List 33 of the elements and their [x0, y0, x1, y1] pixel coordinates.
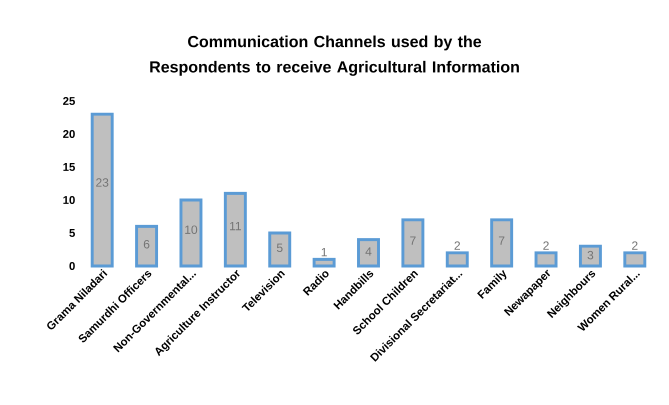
bar: [90, 112, 114, 268]
bar: [135, 224, 158, 268]
data-label: 2: [454, 241, 460, 250]
bar: [224, 192, 247, 268]
bar: [446, 251, 469, 268]
data-label: 7: [498, 236, 504, 245]
bar: [623, 251, 646, 268]
data-label: 3: [588, 250, 594, 260]
bar: [401, 218, 424, 268]
data-label: 5: [276, 244, 283, 252]
data-label: 23: [96, 178, 108, 187]
bar: [357, 238, 380, 268]
y-tick-label: 15: [63, 163, 75, 171]
data-label: 11: [230, 222, 241, 230]
chart-title: Communication Channels used by the Respondents to receive Agricultural Information: [150, 36, 519, 76]
data-label: 2: [543, 241, 549, 250]
bar: [312, 258, 336, 268]
bar: [534, 251, 558, 268]
y-tick-label: 25: [63, 97, 75, 106]
data-label: 6: [144, 240, 150, 248]
bar: [179, 198, 202, 268]
data-label: 4: [365, 247, 372, 256]
y-tick-label: 5: [69, 229, 75, 237]
y-tick-label: 0: [69, 262, 75, 270]
y-tick-label: 20: [63, 130, 75, 138]
bar: [490, 218, 514, 268]
bar: [268, 232, 292, 268]
bar: [578, 244, 602, 268]
data-label: 10: [185, 225, 198, 234]
data-label: 1: [322, 248, 327, 256]
data-label: 7: [410, 236, 416, 245]
y-tick-label: 10: [63, 196, 75, 204]
data-label: 2: [632, 241, 638, 250]
